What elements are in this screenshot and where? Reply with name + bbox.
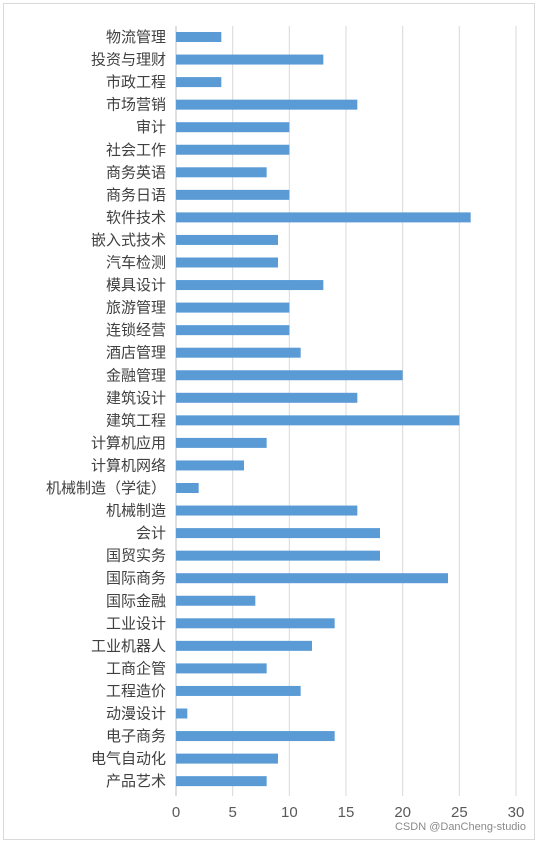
bar	[176, 347, 301, 358]
bar	[176, 550, 380, 561]
category-label: 国际金融	[106, 592, 166, 610]
category-label: 工业设计	[106, 614, 166, 632]
category-label: 市场营销	[106, 96, 166, 114]
bars	[176, 32, 471, 787]
bar	[176, 122, 290, 133]
bar	[176, 640, 312, 651]
bar	[176, 370, 403, 381]
bar	[176, 776, 267, 787]
x-tick-label: 0	[172, 804, 180, 821]
category-label: 工程造价	[106, 682, 166, 700]
bar	[176, 257, 278, 268]
bar	[176, 753, 278, 764]
bar	[176, 234, 278, 245]
bar	[176, 167, 267, 178]
bar	[176, 708, 188, 719]
watermark: CSDN @DanCheng-studio	[394, 821, 526, 833]
bar	[176, 325, 290, 336]
bar	[176, 77, 222, 88]
x-tick-label: 5	[228, 804, 236, 821]
category-label: 物流管理	[106, 28, 166, 46]
category-label: 投资与理财	[91, 51, 166, 69]
category-label: 软件技术	[106, 208, 166, 226]
bar	[176, 54, 324, 65]
bar	[176, 392, 358, 403]
category-label: 旅游管理	[106, 299, 166, 317]
bar	[176, 618, 335, 629]
bar	[176, 595, 256, 606]
bar	[176, 144, 290, 155]
category-label: 电气自动化	[91, 750, 166, 768]
category-label: 酒店管理	[106, 344, 166, 362]
category-label: 模具设计	[106, 276, 166, 294]
category-labels: 物流管理投资与理财市政工程市场营销审计社会工作商务英语商务日语软件技术嵌入式技术…	[46, 28, 166, 790]
x-tick-label: 15	[338, 804, 355, 821]
category-label: 国际商务	[106, 569, 166, 587]
bar	[176, 415, 460, 426]
category-label: 商务日语	[106, 186, 166, 204]
category-label: 金融管理	[106, 366, 166, 384]
bar	[176, 437, 267, 448]
category-label: 工业机器人	[91, 637, 166, 655]
category-label: 审计	[136, 118, 166, 136]
x-tick-label: 25	[451, 804, 468, 821]
bar	[176, 280, 324, 291]
gridlines	[175, 26, 517, 796]
category-label: 会计	[136, 524, 166, 542]
x-tick-label: 10	[281, 804, 298, 821]
bar-chart: 物流管理投资与理财市政工程市场营销审计社会工作商务英语商务日语软件技术嵌入式技术…	[46, 26, 525, 821]
category-label: 汽车检测	[106, 254, 166, 272]
bar	[176, 663, 267, 674]
category-label: 动漫设计	[106, 705, 166, 723]
category-label: 机械制造	[106, 502, 166, 520]
chart-frame: 物流管理投资与理财市政工程市场营销审计社会工作商务英语商务日语软件技术嵌入式技术…	[3, 3, 535, 840]
x-tick-labels: 0 5 10 15 20 25 30	[172, 804, 525, 821]
bar	[176, 505, 358, 516]
bar	[176, 483, 199, 493]
category-label: 产品艺术	[106, 772, 166, 790]
category-label: 机械制造（学徒）	[46, 479, 166, 497]
bar	[176, 731, 335, 742]
category-label: 商务英语	[106, 163, 166, 181]
category-label: 国贸实务	[106, 547, 166, 565]
bar	[176, 460, 244, 471]
bar	[176, 573, 448, 584]
bar	[176, 528, 380, 539]
bar	[176, 99, 358, 110]
bar	[176, 32, 222, 42]
bar	[176, 189, 290, 200]
category-label: 计算机应用	[91, 434, 166, 452]
category-label: 电子商务	[106, 727, 166, 745]
category-label: 工商企管	[106, 659, 166, 677]
x-tick-label: 20	[394, 804, 411, 821]
bar	[176, 212, 471, 223]
category-label: 社会工作	[106, 141, 166, 159]
category-label: 建筑工程	[106, 411, 166, 429]
category-label: 嵌入式技术	[91, 231, 166, 249]
category-label: 计算机网络	[91, 456, 166, 474]
category-label: 连锁经营	[106, 321, 166, 339]
bar	[176, 302, 290, 313]
bar	[176, 685, 301, 696]
x-tick-label: 30	[508, 804, 525, 821]
category-label: 市政工程	[106, 73, 166, 91]
category-label: 建筑设计	[106, 389, 166, 407]
